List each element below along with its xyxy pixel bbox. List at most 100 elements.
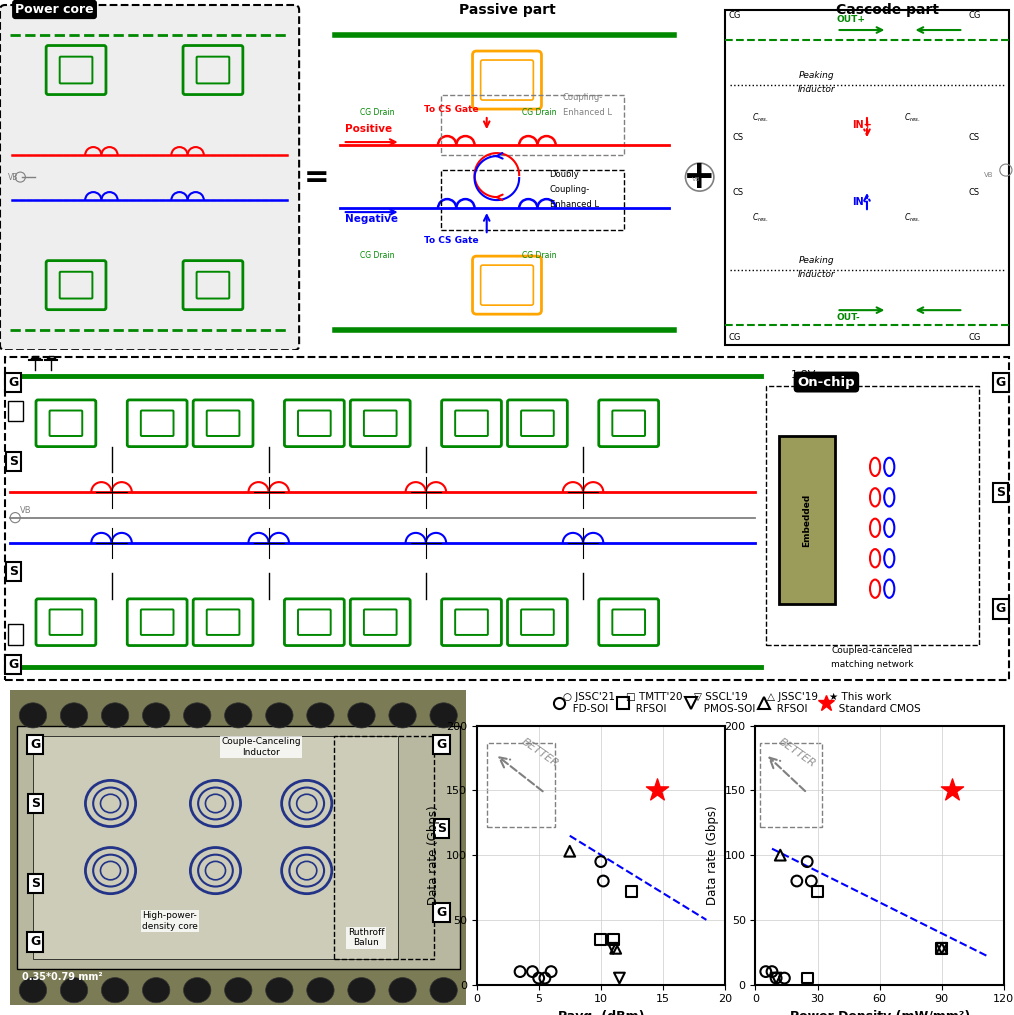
Text: S: S [9,456,17,468]
Circle shape [430,977,457,1003]
Text: Coupled-canceled: Coupled-canceled [831,646,913,655]
Text: G: G [30,738,41,751]
X-axis label: Pavg. (dBm): Pavg. (dBm) [558,1010,644,1015]
Text: G: G [30,936,41,948]
Point [934,940,950,956]
Point [768,970,784,987]
Point [803,873,819,889]
Text: G: G [8,659,18,671]
Point [799,854,815,870]
Text: CG: CG [728,11,740,20]
Point [524,963,540,979]
Text: Inductor: Inductor [797,85,836,94]
Point [757,963,774,979]
Circle shape [19,977,47,1003]
Text: CG: CG [968,333,981,342]
Text: 1.8V: 1.8V [791,370,816,381]
Circle shape [184,702,211,728]
Point [562,843,578,860]
Text: $C_{res.}$: $C_{res.}$ [752,111,769,124]
Text: Coupling-: Coupling- [550,185,590,194]
Text: S: S [30,797,40,810]
Text: =: = [303,162,330,192]
Point [789,873,805,889]
Point [624,883,640,899]
Circle shape [142,977,170,1003]
Bar [32,736,397,959]
Circle shape [266,702,293,728]
Text: CG Drain: CG Drain [360,251,394,260]
Text: G: G [996,603,1006,615]
Text: +: + [683,158,716,196]
Circle shape [225,702,252,728]
Circle shape [306,702,335,728]
Text: CS: CS [732,133,743,142]
Text: OUT-: OUT- [837,314,860,322]
Text: G: G [436,738,446,751]
Point [649,783,665,799]
Text: CG Drain: CG Drain [522,251,557,260]
Point [536,970,553,987]
Bar [17,726,459,969]
Text: Enhanced L: Enhanced L [563,108,611,117]
Y-axis label: Data rate (Gbps): Data rate (Gbps) [706,805,719,905]
Text: S: S [997,486,1005,498]
Circle shape [142,702,170,728]
Text: Peaking: Peaking [798,256,835,265]
Text: To CS Gate: To CS Gate [424,236,479,245]
Point [944,783,960,799]
Text: $C_{res.}$: $C_{res.}$ [904,211,921,223]
Point [544,963,560,979]
Circle shape [184,977,211,1003]
Point [607,940,624,956]
Point [777,970,793,987]
Circle shape [306,977,335,1003]
Point [595,873,611,889]
Bar [725,10,1009,345]
Text: Passive part: Passive part [458,3,556,17]
Text: CS: CS [968,133,980,142]
Point [764,963,780,979]
Text: $C_{res.}$: $C_{res.}$ [752,211,769,223]
Text: BETTER: BETTER [776,736,817,769]
Text: Positive: Positive [345,124,391,134]
Point [809,883,825,899]
Point [934,940,950,956]
Text: $C_{res.}$: $C_{res.}$ [904,111,921,124]
Text: matching network: matching network [830,660,914,669]
Text: CS: CS [968,188,980,197]
Circle shape [225,977,252,1003]
Text: Embedded: Embedded [802,493,811,547]
Text: On-chip: On-chip [798,376,855,389]
Text: G: G [436,906,446,919]
Point [530,970,547,987]
Point [605,931,622,947]
Text: Couple-Canceling
Inductor: Couple-Canceling Inductor [221,737,301,756]
Text: CG Drain: CG Drain [522,108,557,117]
Bar [8,401,23,421]
Text: S: S [437,822,446,835]
Text: IN+: IN+ [852,120,871,130]
Point [512,963,528,979]
Point [592,931,608,947]
Circle shape [61,977,87,1003]
Text: Doubly: Doubly [550,171,579,179]
Text: Ruthroff
Balun: Ruthroff Balun [348,928,384,947]
Text: CS: CS [732,188,743,197]
Point [605,940,622,956]
Text: To CS Gate: To CS Gate [424,106,479,114]
Text: High-power-
density core: High-power- density core [142,911,198,931]
Text: Negative: Negative [345,214,397,224]
Point [768,970,784,987]
Text: G: G [8,377,18,389]
Bar [779,436,835,604]
Text: Cascode part: Cascode part [836,3,939,17]
Text: S: S [30,877,40,890]
Point [773,847,789,863]
Point [611,970,628,987]
Text: S: S [9,565,17,578]
Text: CG: CG [968,11,981,20]
Text: Inductor: Inductor [797,270,836,279]
Text: Power core: Power core [15,3,94,16]
Circle shape [348,702,375,728]
